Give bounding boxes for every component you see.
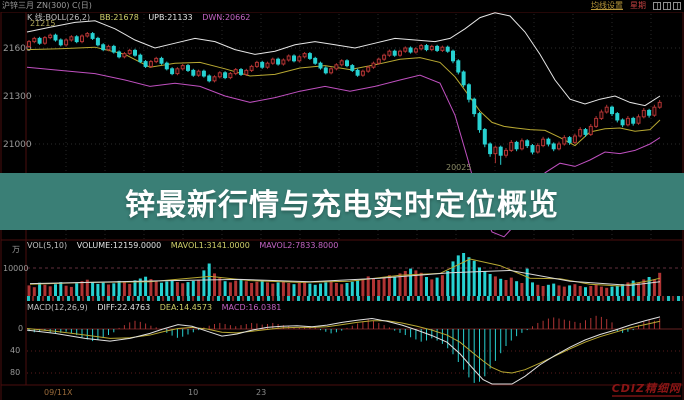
volume-indicator-header: VOL(5,10) VOLUME:12159.0000 MAVOL1:3141.… — [27, 241, 345, 250]
article-title: 锌最新行情与充电实时定位概览 — [125, 187, 559, 223]
boll-upb-value: UPB:21133 — [148, 13, 193, 22]
volume-axis-label: 10000 — [3, 264, 28, 273]
price-axis-label: 21600 — [3, 44, 32, 54]
window-layout-icon-2[interactable] — [663, 2, 671, 10]
price-annotations: 21215 20025 — [30, 19, 471, 172]
boll-dwn-value: DWN:20662 — [202, 13, 251, 22]
price-marker-label: 21215 — [30, 19, 55, 28]
kline-indicator-header: K 线:BOLL(26,2) BB:21678 UPB:21133 DWN:20… — [27, 13, 257, 22]
boll-label: K 线:BOLL(26,2) — [27, 13, 91, 22]
watermark-logo: CDIZ精细网 — [611, 382, 681, 397]
instrument-title: 沪锌三月 ZN(300) C(日) — [2, 1, 92, 10]
window-layout-icon-3[interactable] — [673, 2, 681, 10]
vol-label: VOL(5,10) — [27, 241, 68, 250]
macd-label: MACD(12,26,9) — [27, 303, 88, 312]
mavol1-value: MAVOL1:3141.0000 — [170, 241, 250, 250]
volume-panel: 万 10000 — [3, 245, 682, 298]
macd-axis-label: 0 — [18, 324, 23, 333]
window-layout-icons — [653, 2, 681, 10]
boll-bb-value: BB:21678 — [99, 13, 139, 22]
period-button[interactable]: 星期 — [630, 1, 646, 10]
article-title-banner: 锌最新行情与充电实时定位概览 — [0, 173, 684, 230]
diff-value: DIFF:22.4763 — [97, 303, 151, 312]
title-bar: 沪锌三月 ZN(300) C(日) 均线设置 星期 — [0, 0, 684, 12]
candlesticks — [27, 32, 662, 165]
window-layout-icon-1[interactable] — [653, 2, 661, 10]
time-axis-label: 23 — [256, 388, 267, 397]
price-axis-label: 21000 — [3, 140, 32, 150]
time-axis-label: 10 — [188, 388, 199, 397]
macd-axis-label: 40 — [10, 346, 20, 355]
volume-value: VOLUME:12159.0000 — [76, 241, 162, 250]
price-axis-label: 21300 — [3, 92, 32, 102]
tick-direction-strip — [27, 296, 683, 301]
time-axis: 09/11X 10 23 — [0, 386, 684, 400]
volume-axis-unit: 万 — [12, 245, 20, 254]
mavol2-value: MAVOL2:7833.8000 — [259, 241, 339, 250]
kline-grid: 21600213002100020700 — [3, 14, 682, 239]
macd-panel: 0 40 80 — [10, 315, 682, 385]
titlebar-controls: 均线设置 星期 — [591, 0, 682, 12]
price-marker-label: 20025 — [446, 163, 471, 172]
overlay-settings-button[interactable]: 均线设置 — [591, 1, 623, 10]
macd-value: MACD:16.0381 — [221, 303, 282, 312]
time-axis-label: 09/11X — [44, 388, 73, 397]
dea-value: DEA:14.4573 — [159, 303, 213, 312]
macd-axis-label: 80 — [10, 368, 20, 377]
macd-indicator-header: MACD(12,26,9) DIFF:22.4763 DEA:14.4573 M… — [27, 303, 288, 312]
